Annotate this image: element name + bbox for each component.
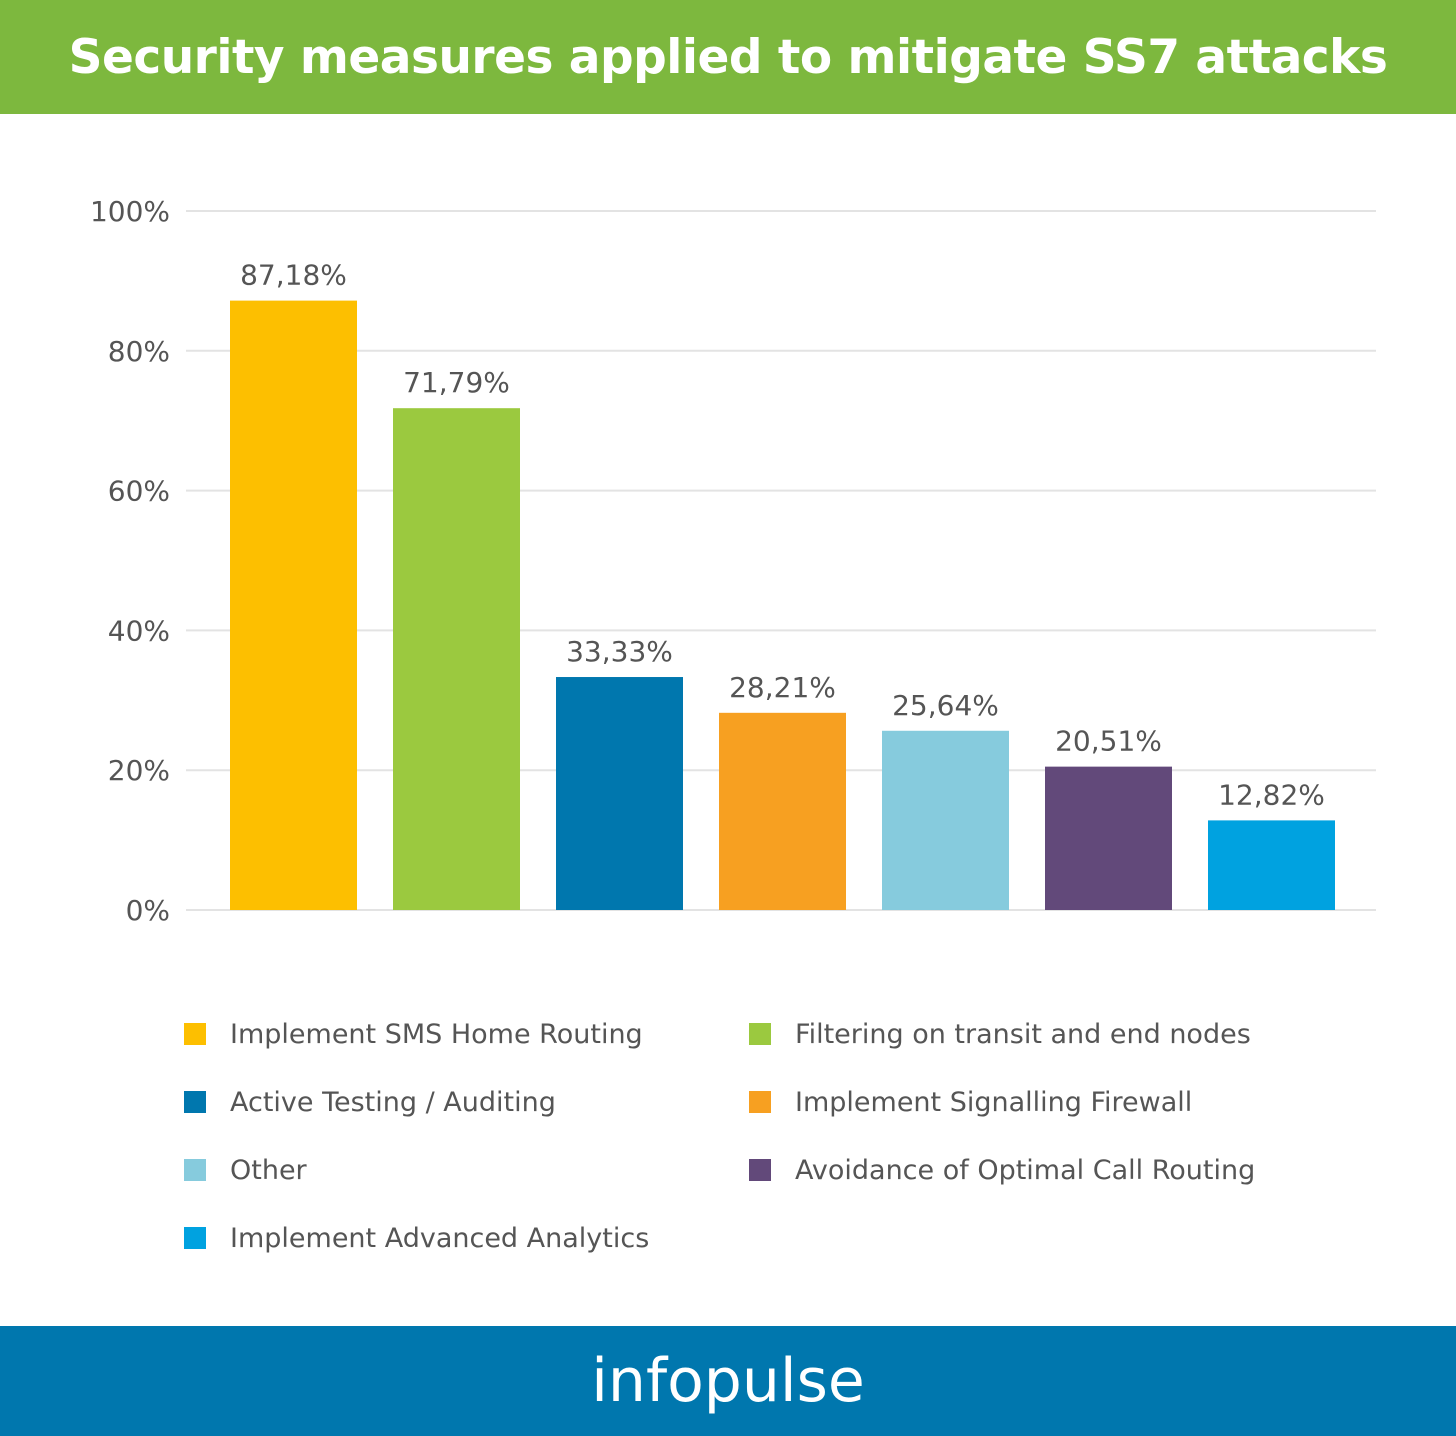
- bar-value-label: 12,82%: [1218, 778, 1325, 811]
- legend-label: Implement SMS Home Routing: [230, 1018, 643, 1050]
- legend-label: Active Testing / Auditing: [230, 1086, 556, 1118]
- legend-swatch: [749, 1091, 771, 1113]
- legend-swatch: [749, 1159, 771, 1181]
- bar-value-label: 28,21%: [729, 671, 836, 704]
- bar: [1045, 766, 1172, 910]
- infopulse-logo: infopulse: [591, 1346, 865, 1416]
- y-tick-label: 20%: [108, 754, 170, 787]
- legend-swatch: [184, 1023, 206, 1045]
- legend-swatch: [749, 1023, 771, 1045]
- chart-legend: Implement SMS Home Routing Filtering on t…: [184, 1000, 1334, 1272]
- bar: [556, 677, 683, 910]
- bars: [230, 300, 1335, 910]
- legend-swatch: [184, 1159, 206, 1181]
- chart-header: Security measures applied to mitigate SS…: [0, 0, 1456, 114]
- legend-label: Filtering on transit and end nodes: [795, 1018, 1251, 1050]
- y-tick-label: 40%: [108, 614, 170, 647]
- value-labels: 87,18% 71,79% 33,33% 28,21% 25,64% 20,51% 12,8…: [240, 259, 1325, 812]
- bar-value-label: 71,79%: [403, 366, 510, 399]
- legend-item: Implement Advanced Analytics: [184, 1204, 749, 1272]
- legend-label: Avoidance of Optimal Call Routing: [795, 1154, 1256, 1186]
- bar: [719, 712, 846, 910]
- y-tick-label: 100%: [90, 195, 170, 228]
- bar: [230, 300, 357, 910]
- legend-label: Implement Signalling Firewall: [795, 1086, 1193, 1118]
- y-tick-label: 80%: [108, 335, 170, 368]
- legend-item: Avoidance of Optimal Call Routing: [749, 1136, 1334, 1204]
- bar-value-label: 87,18%: [240, 259, 347, 292]
- bar: [393, 408, 520, 910]
- legend-label: Other: [230, 1154, 307, 1186]
- bar-chart: 0% 20% 40% 60% 80% 100% 87,18% 71,79% 33,33% 28,…: [90, 195, 1376, 927]
- legend-swatch: [184, 1227, 206, 1249]
- chart-title: Security measures applied to mitigate SS…: [68, 29, 1388, 85]
- legend-label: Implement Advanced Analytics: [230, 1222, 650, 1254]
- footer-bar: infopulse: [0, 1326, 1456, 1436]
- legend-item: Implement Signalling Firewall: [749, 1068, 1334, 1136]
- bar: [882, 730, 1009, 910]
- bar-value-label: 25,64%: [892, 689, 999, 722]
- bar-value-label: 33,33%: [566, 635, 673, 668]
- legend-item: Implement SMS Home Routing: [184, 1000, 749, 1068]
- bar-value-label: 20,51%: [1055, 725, 1162, 758]
- y-tick-label: 60%: [108, 475, 170, 508]
- legend-item: Active Testing / Auditing: [184, 1068, 749, 1136]
- grid-lines: 0% 20% 40% 60% 80% 100%: [90, 195, 1376, 927]
- legend-item: Other: [184, 1136, 749, 1204]
- legend-swatch: [184, 1091, 206, 1113]
- y-tick-label: 0%: [126, 894, 170, 927]
- legend-item: Filtering on transit and end nodes: [749, 1000, 1334, 1068]
- bar: [1208, 820, 1335, 910]
